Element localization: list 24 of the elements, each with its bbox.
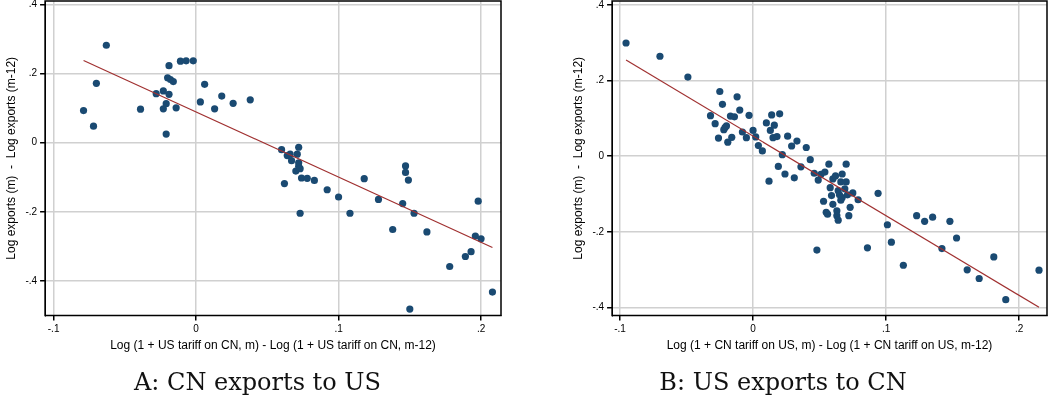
x-tick-label: .2: [1014, 323, 1024, 335]
y-tick-label: .4: [28, 0, 38, 10]
y-tick-label: 0: [31, 136, 38, 148]
x-axis-title: Log (1 + US tariff on CN, m) - Log (1 + US tariff on CN, m-12): [110, 338, 436, 353]
x-tick-label: 0: [193, 323, 200, 335]
y-axis-title: Log exports (m) - Log exports (m-12): [3, 56, 18, 260]
y-tick-label: -.4: [592, 301, 605, 313]
x-tick-label: .2: [476, 323, 486, 335]
y-tick-label: -.4: [25, 274, 38, 286]
x-tick-label: .1: [334, 323, 344, 335]
y-tick-label: 0: [598, 149, 605, 161]
y-tick-label: .2: [28, 67, 38, 79]
x-tick-label: -.1: [47, 323, 60, 335]
y-axis-title: Log exports (m) - Log exports (m-12): [570, 56, 585, 260]
x-tick-label: 0: [750, 323, 757, 335]
x-tick-label: -.1: [614, 323, 627, 335]
text: A: CN exports to US: [132, 368, 382, 396]
y-tick-label: .4: [595, 0, 605, 10]
y-tick-label: -.2: [25, 205, 38, 217]
y-tick-label: .2: [595, 74, 605, 86]
x-axis-title: Log (1 + CN tariff on US, m) - Log (1 + CN tariff on US, m-12): [666, 338, 993, 353]
x-tick-label: .1: [881, 323, 891, 335]
text: B: US exports to CN: [658, 368, 908, 396]
y-tick-label: -.2: [592, 225, 605, 237]
